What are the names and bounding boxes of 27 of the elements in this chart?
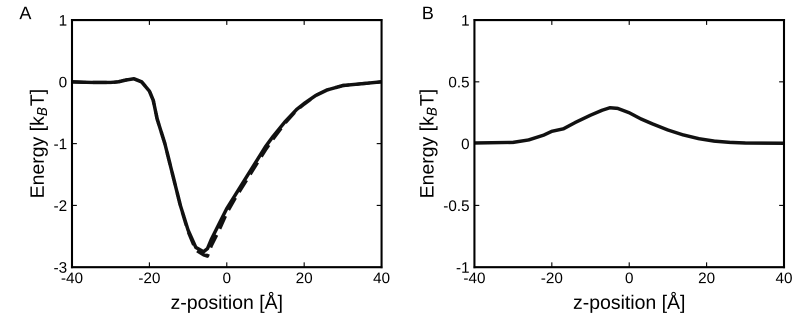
y-tick-label: -2 — [54, 200, 66, 211]
y-axis-title: Energy [k$_{B}$T] — [419, 90, 438, 197]
x-tick-label: -20 — [541, 272, 562, 284]
y-tick-label: -1 — [456, 262, 469, 273]
x-axis-title: z-position [Å] — [574, 292, 684, 313]
chart-title: A — [19, 6, 32, 20]
y-axis-title: Energy [k$_{B}$T] — [30, 90, 48, 197]
x-tick-label: 20 — [698, 272, 715, 284]
chart-title: B — [423, 6, 433, 20]
x-tick-label: -40 — [62, 272, 82, 284]
x-tick-label: 0 — [626, 272, 633, 284]
x-tick-label: 40 — [373, 272, 390, 284]
x-axis-title: z-position [Å] — [171, 292, 282, 313]
x-tick-label: -20 — [139, 272, 160, 284]
y-tick-label: 0 — [462, 138, 469, 150]
x-tick-label: 40 — [776, 272, 792, 284]
y-tick-label: -0.5 — [444, 200, 469, 212]
line-series — [474, 106, 784, 145]
y-tick-label: -3 — [54, 262, 66, 273]
x-tick-label: -40 — [464, 272, 485, 284]
y-tick-label: 0.5 — [448, 76, 469, 88]
y-tick-label: 1 — [60, 15, 66, 26]
x-tick-label: 20 — [296, 272, 312, 284]
y-tick-label: -1 — [54, 138, 66, 150]
x-tick-label: 0 — [223, 272, 230, 284]
y-tick-label: 0 — [59, 76, 67, 88]
y-tick-label: 1 — [462, 15, 469, 26]
